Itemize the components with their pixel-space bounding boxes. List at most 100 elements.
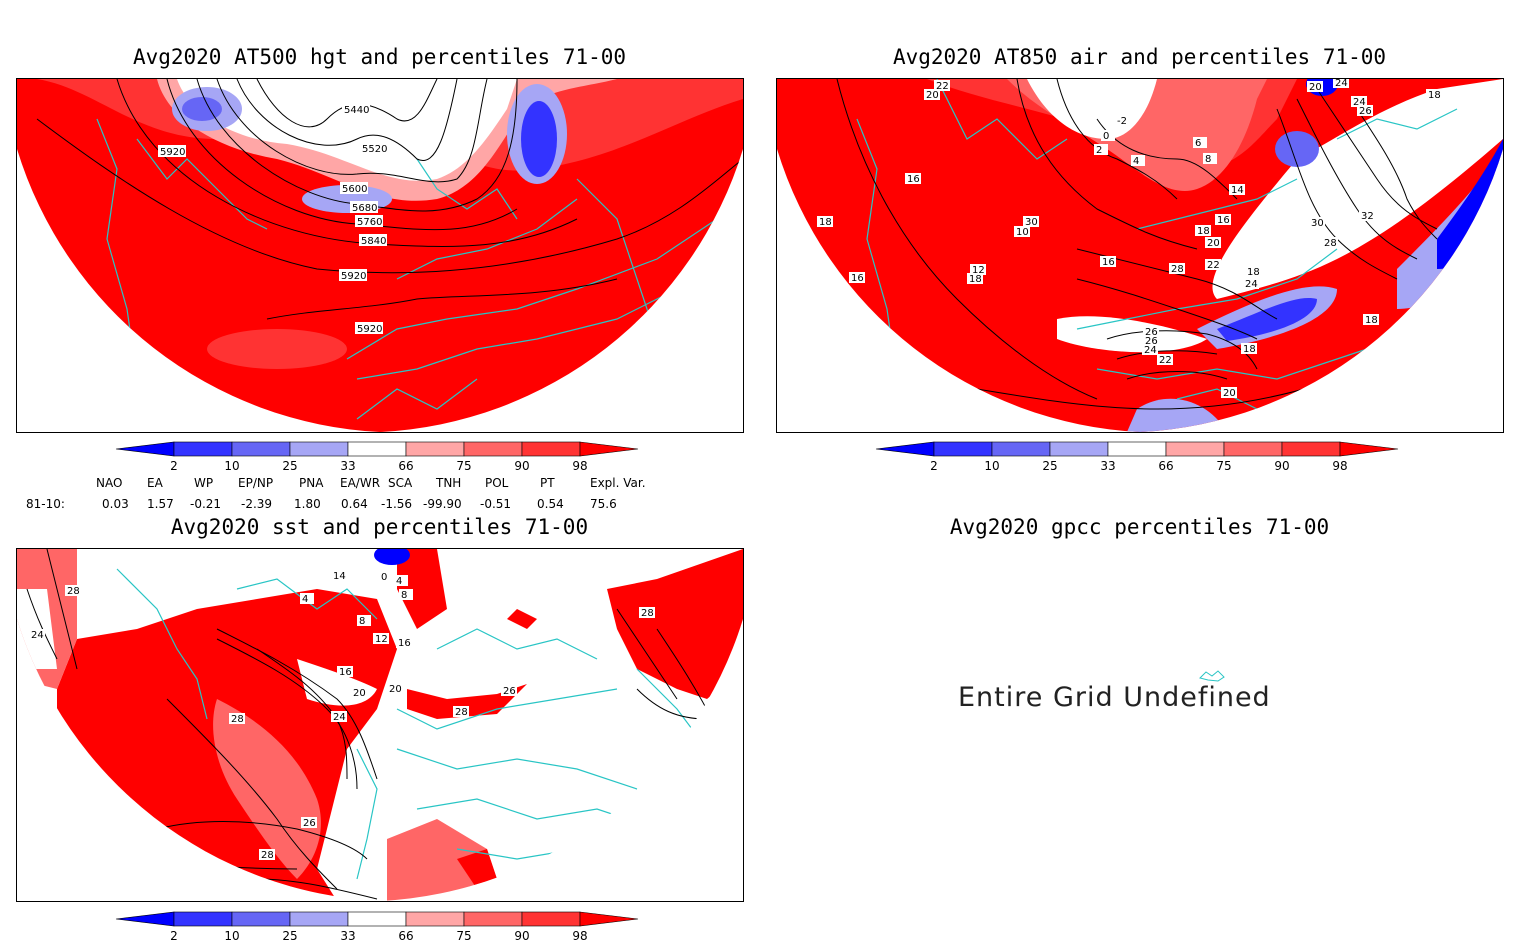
colorbar-tick-label: 25 <box>282 459 297 473</box>
index-header-nao: NAO <box>96 476 123 490</box>
contour-label: 4 <box>1133 156 1139 167</box>
contour-label: 5920 <box>357 324 382 335</box>
percentile-fill-90-98 <box>207 329 347 369</box>
index-header-wp: WP <box>194 476 214 490</box>
contour-label: 5920 <box>160 147 185 158</box>
colorbar-tick-label: 25 <box>1042 459 1057 473</box>
index-header-epnp: EP/NP <box>238 476 274 490</box>
contour-label: 26 <box>303 818 316 829</box>
colorbar-arrow-above-98 <box>579 911 639 927</box>
percentile-fill-75-90 <box>387 819 497 901</box>
colorbar-arrow-below-2 <box>875 441 935 457</box>
contour-label: 2 <box>1096 145 1102 156</box>
index-header-pol: POL <box>485 476 509 490</box>
contour-label: 30 <box>1025 217 1038 228</box>
contour-label: 24 <box>1245 279 1258 290</box>
index-header-eawr: EA/WR <box>340 476 381 490</box>
contour-label: 8 <box>1205 154 1211 165</box>
contour-label: 5760 <box>357 217 382 228</box>
panel3-title: Avg2020 sst and percentiles 71-00 <box>170 515 589 539</box>
contour-label: 6 <box>1195 138 1201 149</box>
sst-map: 28 24 28 24 26 28 28 20 16 12 8 4 0 4 8 … <box>17 549 743 901</box>
index-value-epnp: -2.39 <box>241 497 273 511</box>
colorbar-tick-label: 10 <box>224 459 239 473</box>
contour-label: 22 <box>1159 355 1172 366</box>
contour-label: 5920 <box>341 271 366 282</box>
colorbar-tick-label: 66 <box>1158 459 1173 473</box>
map-panel-air850: 22 20 20 24 26 24 18 18 16 -2 0 2 4 6 8 … <box>776 78 1504 433</box>
percentile-fill-above98 <box>607 549 743 699</box>
colorbar-segment-66_75 <box>405 441 465 457</box>
contour-label: 4 <box>302 594 308 605</box>
index-value-pol: -0.51 <box>480 497 512 511</box>
colorbar-segment-2_10 <box>173 441 233 457</box>
contour-label: 20 <box>353 688 366 699</box>
colorbar-segment-90_98 <box>521 911 581 927</box>
index-header-pt: PT <box>540 476 555 490</box>
index-value-eawr: 0.64 <box>341 497 368 511</box>
panel2-title: Avg2020 AT850 air and percentiles 71-00 <box>892 45 1387 69</box>
percentile-colorbar: 2 10 25 33 66 75 90 98 <box>115 441 639 473</box>
map-panel-hgt500: 5440 5520 5600 5680 5760 5840 5920 5920 … <box>16 78 744 433</box>
index-value-nao: 0.03 <box>102 497 129 511</box>
contour-label: 16 <box>851 273 864 284</box>
percentile-fill-10-25 <box>182 97 222 121</box>
contour-labels: 22 20 20 24 26 24 18 18 16 -2 0 2 4 6 8 … <box>817 79 1442 399</box>
contour-label: 24 <box>1335 79 1348 89</box>
colorbar-tick-label: 75 <box>456 929 471 942</box>
colorbar-segment-66_75 <box>405 911 465 927</box>
colorbar-segment-10_25 <box>231 441 291 457</box>
contour-label: 24 <box>1353 97 1366 108</box>
contour-label: 20 <box>389 684 402 695</box>
contour-label: 20 <box>1223 388 1236 399</box>
index-value-pna: 1.80 <box>294 497 321 511</box>
small-coastline-fragment <box>1199 670 1225 682</box>
contour-label: 26 <box>1145 327 1158 338</box>
colorbar-segment-10_25 <box>991 441 1051 457</box>
colorbar-tick-label: 2 <box>170 929 178 942</box>
colorbar-arrow-below-2 <box>115 911 175 927</box>
contour-label: 20 <box>1309 82 1322 93</box>
contour-labels: 5440 5520 5600 5680 5760 5840 5920 5920 … <box>158 103 388 335</box>
contour-label: 28 <box>641 608 654 619</box>
contour-label: 24 <box>1144 345 1157 356</box>
colorbar-segment-33_66 <box>347 441 407 457</box>
air850-map: 22 20 20 24 26 24 18 18 16 -2 0 2 4 6 8 … <box>777 79 1503 432</box>
colorbar-tick-label: 25 <box>282 929 297 942</box>
contour-label: 28 <box>231 714 244 725</box>
contour-label: 24 <box>31 630 44 641</box>
contour-label: 26 <box>503 686 516 697</box>
contour-label: 5520 <box>362 144 387 155</box>
percentile-fill-above98 <box>457 849 497 889</box>
colorbar-segment-25_33 <box>289 441 349 457</box>
colorbar-tick-label: 66 <box>398 929 413 942</box>
colorbar-tick-label: 75 <box>456 459 471 473</box>
contour-label: 30 <box>1311 218 1324 229</box>
contour-label: 18 <box>1197 226 1210 237</box>
colorbar-segment-66_75 <box>1165 441 1225 457</box>
colorbar-segment-33_66 <box>1107 441 1167 457</box>
contour-label: 18 <box>1365 315 1378 326</box>
percentile-fill-75-90 <box>213 699 321 879</box>
colorbar-panel3: 2 10 25 33 66 75 90 98 <box>115 910 646 942</box>
percentile-fill-above98 <box>507 609 537 629</box>
contour-label: 20 <box>926 90 939 101</box>
panel4-title: Avg2020 gpcc percentiles 71-00 <box>949 515 1330 539</box>
colorbar-segment-75_90 <box>1223 441 1283 457</box>
colorbar-tick-label: 33 <box>340 459 355 473</box>
contour-label: 24 <box>333 712 346 723</box>
contour-label: 5680 <box>352 203 377 214</box>
colorbar-segment-75_90 <box>463 441 523 457</box>
contour-label: 28 <box>261 850 274 861</box>
contour-label: 5440 <box>344 105 369 116</box>
percentile-fill-10-25 <box>1275 131 1319 167</box>
colorbar-segment-90_98 <box>521 441 581 457</box>
index-value-pt: 0.54 <box>537 497 564 511</box>
contour-label: 8 <box>359 616 365 627</box>
percentile-fill-below2 <box>374 549 410 565</box>
contour-label: 18 <box>1428 90 1441 101</box>
index-header-expl-var: Expl. Var. <box>590 476 646 490</box>
index-header-ea: EA <box>147 476 163 490</box>
percentile-fill-25-33 <box>1127 398 1227 432</box>
colorbar-arrow-above-98 <box>1339 441 1399 457</box>
